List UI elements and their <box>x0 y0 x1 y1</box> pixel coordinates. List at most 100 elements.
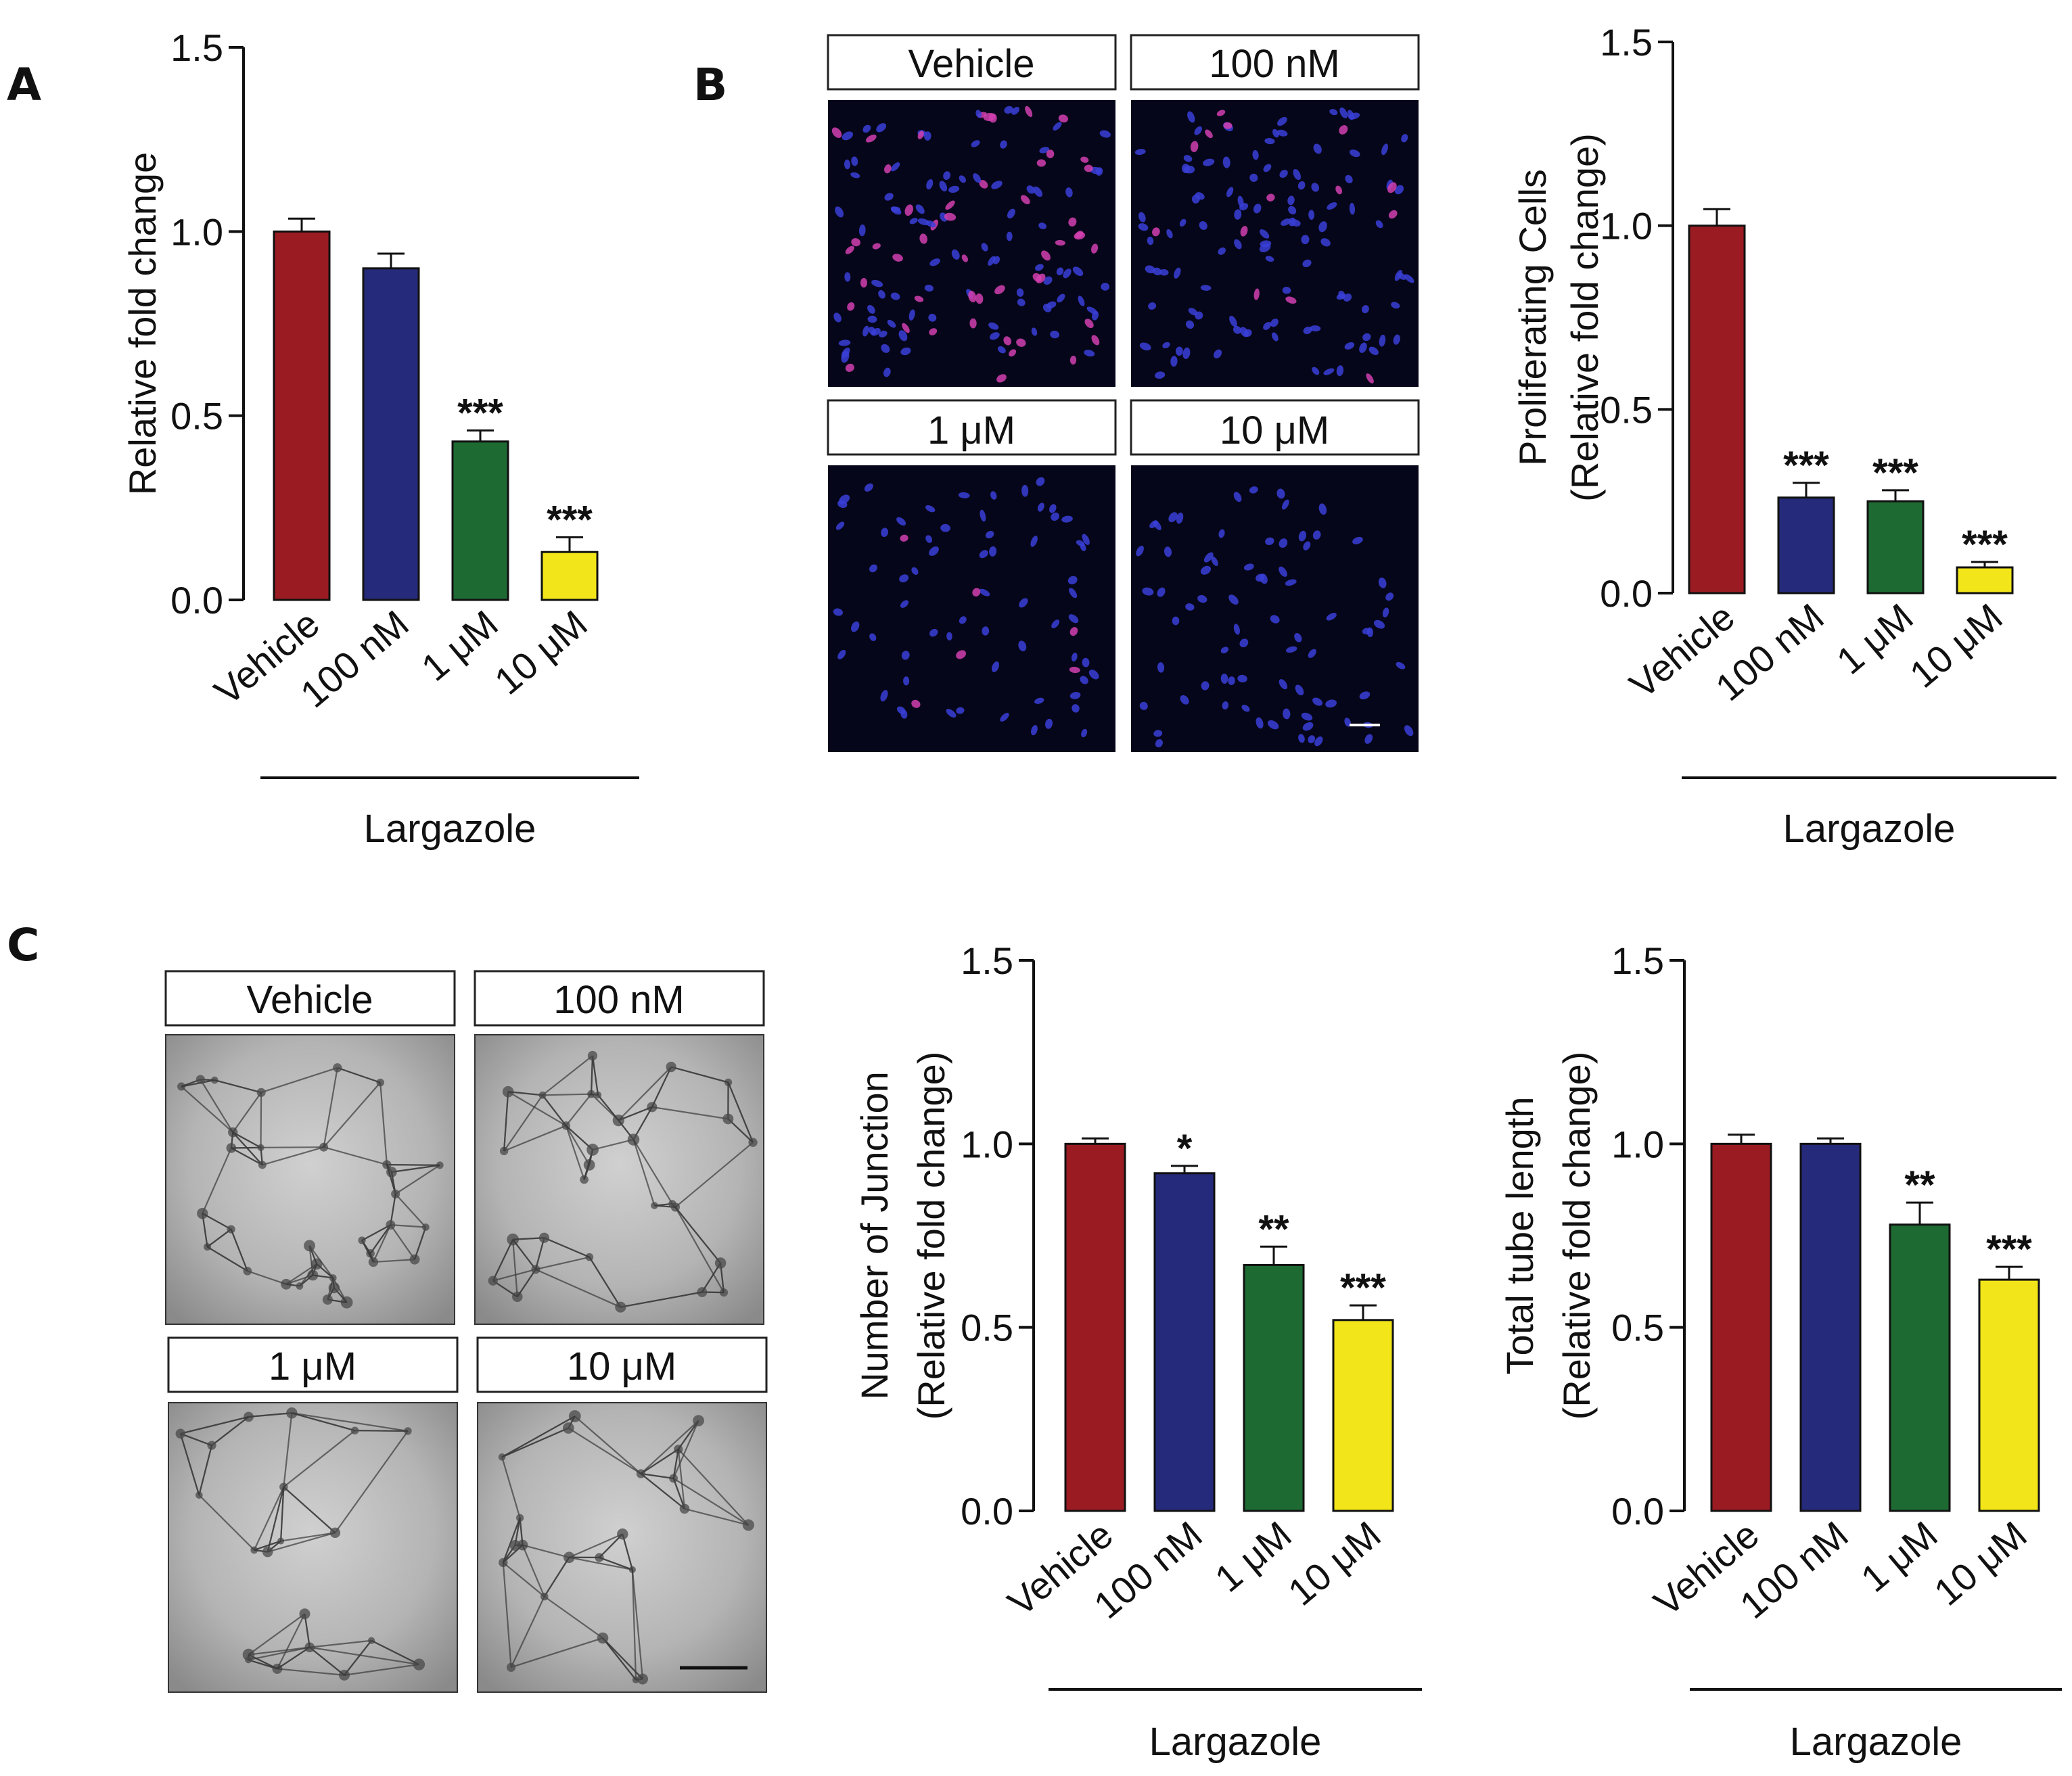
tube-segment <box>308 1245 334 1279</box>
tube-segment <box>602 1637 643 1680</box>
tube-segment <box>248 1659 278 1670</box>
nucleus-dot <box>1069 588 1078 599</box>
nucleus-dot <box>1136 545 1144 557</box>
nucleus-dot <box>899 574 909 583</box>
nucleus-dot <box>1021 484 1029 497</box>
nucleus-dot <box>1195 311 1203 320</box>
nucleus-dot <box>1311 183 1320 192</box>
nucleus-dot <box>1228 676 1235 685</box>
nucleus-dot <box>1072 266 1084 277</box>
tube-segment <box>180 1416 249 1434</box>
nucleus-dot <box>988 256 996 266</box>
nucleus-dot <box>1352 536 1363 544</box>
nucleus-dot <box>847 302 855 311</box>
nucleus-dot <box>1229 315 1237 327</box>
nucleus-dot <box>851 238 861 247</box>
tube-junction <box>358 1236 366 1244</box>
tube-junction <box>175 1428 186 1439</box>
tube-junction <box>329 1527 341 1539</box>
tube-segment <box>379 1082 388 1165</box>
y-axis-title: (Relative fold change) <box>910 1052 952 1420</box>
nucleus-dot <box>1270 615 1280 624</box>
nucleus-dot <box>1283 708 1291 720</box>
tube-segment <box>640 1448 679 1474</box>
nucleus-dot <box>1037 503 1044 512</box>
tube-segment <box>231 1147 263 1166</box>
nucleus-dot <box>842 131 854 141</box>
nucleus-dot <box>1030 536 1038 547</box>
nucleus-dot <box>844 159 851 170</box>
tube-junction <box>506 1662 516 1672</box>
tube-segment <box>503 1562 545 1597</box>
tube-segment <box>267 1487 285 1552</box>
tube-segment <box>371 1639 419 1666</box>
nucleus-dot <box>1035 264 1044 271</box>
nucleus-dot <box>1071 653 1078 662</box>
nucleus-dot <box>1220 673 1228 684</box>
nucleus-dot <box>1282 287 1291 294</box>
tube-segment <box>492 1268 536 1282</box>
tube-segment <box>309 1639 372 1648</box>
nucleus-dot <box>1396 661 1406 670</box>
tube-segment <box>354 1430 408 1432</box>
chart-c-total-tube-length: 0.0 0.5 1.0 1.5 Total tube length (Relative f… <box>1498 939 2062 1764</box>
nucleus-dot <box>1298 734 1305 743</box>
nucleus-dot <box>991 661 1000 672</box>
nucleus-dot <box>1233 492 1242 503</box>
nucleus-dot <box>1279 679 1288 690</box>
nucleus-dot <box>1033 186 1043 197</box>
nucleus-dot <box>991 181 1003 189</box>
tube-segment <box>513 1237 545 1240</box>
nucleus-dot <box>1362 333 1371 342</box>
tube-segment <box>503 1092 509 1151</box>
tube-junction <box>586 1144 599 1156</box>
nucleus-dot <box>1335 185 1343 195</box>
image-label-box <box>164 970 456 1027</box>
nucleus-dot <box>1362 628 1371 635</box>
nucleus-dot <box>1179 218 1187 227</box>
nucleus-dot <box>1277 116 1287 126</box>
tube-segment <box>508 1091 543 1096</box>
nucleus-dot <box>919 233 927 244</box>
tube-segment <box>677 1420 699 1450</box>
nucleus-dot <box>1237 195 1244 208</box>
nucleus-dot <box>1036 159 1046 167</box>
nucleus-dot <box>835 206 844 218</box>
tube-junction <box>666 1061 676 1073</box>
nucleus-dot <box>1068 614 1079 624</box>
nucleus-dot <box>1139 701 1148 710</box>
image-label-box <box>476 1336 768 1393</box>
nucleus-dot <box>1069 627 1078 636</box>
nucleus-dot <box>871 279 883 287</box>
nucleus-dot <box>1382 607 1389 617</box>
significance-stars: *** <box>1986 1228 2032 1271</box>
nucleus-dot <box>1211 556 1218 566</box>
nucleus-dot <box>1243 563 1254 571</box>
tube-segment <box>632 1139 673 1205</box>
nucleus-dot <box>1194 126 1203 135</box>
y-axis-title: (Relative fold change) <box>1563 133 1606 502</box>
nucleus-dot <box>1263 164 1272 172</box>
nucleus-dot <box>1285 579 1297 586</box>
nucleus-dot <box>884 164 892 174</box>
nucleus-dot <box>1050 330 1060 339</box>
nucleus-dot <box>1393 334 1400 345</box>
nucleus-dot <box>909 218 918 225</box>
nucleus-dot <box>1185 320 1195 329</box>
tube-junction <box>587 1050 598 1061</box>
nucleus-dot <box>1017 298 1026 306</box>
tube-segment <box>727 1081 754 1143</box>
y-tick-label: 0.5 <box>1600 388 1653 431</box>
tube-segment <box>260 1092 262 1148</box>
significance-stars: ** <box>1258 1207 1289 1251</box>
nucleus-dot <box>1359 691 1371 700</box>
tube-segment <box>672 1420 699 1479</box>
bar-vehicle <box>1064 1142 1126 1512</box>
nucleus-dot <box>1016 288 1024 297</box>
tube-segment <box>202 1213 232 1230</box>
tube-segment <box>534 1237 545 1270</box>
tube-junction <box>257 1144 264 1151</box>
nucleus-dot <box>1329 109 1338 116</box>
nucleus-dot <box>1233 624 1240 635</box>
nucleus-dot <box>1134 149 1146 156</box>
